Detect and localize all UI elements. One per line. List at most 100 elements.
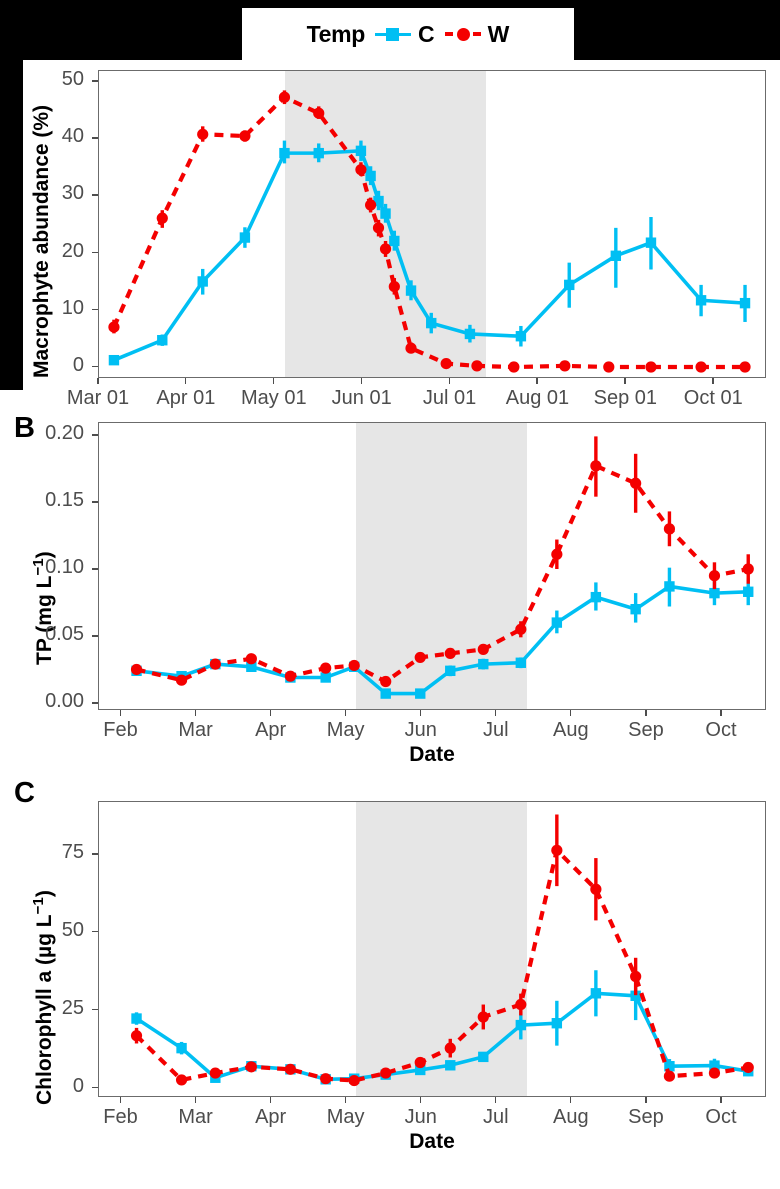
data-point-circle[interactable]: [742, 563, 754, 575]
data-point-square[interactable]: [389, 235, 400, 247]
data-point-square[interactable]: [645, 237, 657, 248]
data-point-square[interactable]: [445, 1060, 456, 1071]
data-point-circle[interactable]: [508, 361, 520, 373]
data-point-circle[interactable]: [313, 107, 325, 119]
data-point-circle[interactable]: [320, 1073, 332, 1085]
data-point-circle[interactable]: [209, 1067, 221, 1079]
data-point-circle[interactable]: [515, 623, 527, 635]
data-point-square[interactable]: [664, 1061, 675, 1072]
data-point-circle[interactable]: [742, 1061, 754, 1074]
data-point-circle[interactable]: [156, 212, 168, 224]
data-point-circle[interactable]: [380, 675, 392, 688]
data-point-square[interactable]: [415, 1064, 426, 1076]
data-point-circle[interactable]: [284, 1063, 296, 1075]
data-point-circle[interactable]: [444, 1042, 456, 1054]
legend-key-warm[interactable]: W: [444, 21, 509, 48]
data-point-circle[interactable]: [108, 321, 120, 333]
data-point-circle[interactable]: [708, 570, 721, 582]
data-point-square[interactable]: [664, 581, 675, 592]
data-point-circle[interactable]: [209, 658, 221, 670]
data-point-square[interactable]: [564, 279, 575, 291]
data-point-square[interactable]: [515, 331, 527, 342]
data-point-circle[interactable]: [590, 460, 602, 472]
data-point-square[interactable]: [239, 232, 251, 243]
data-point-circle[interactable]: [348, 1074, 360, 1087]
data-point-circle[interactable]: [175, 1074, 188, 1086]
data-point-square[interactable]: [739, 297, 751, 309]
data-point-circle[interactable]: [559, 360, 571, 372]
data-point-square[interactable]: [380, 208, 391, 219]
data-point-circle[interactable]: [320, 662, 332, 674]
data-point-square[interactable]: [590, 988, 602, 999]
data-point-square[interactable]: [445, 665, 456, 677]
data-point-square[interactable]: [373, 195, 384, 207]
data-point-circle[interactable]: [515, 998, 527, 1011]
data-point-square[interactable]: [590, 591, 602, 603]
data-point-square[interactable]: [157, 335, 168, 346]
data-point-square[interactable]: [426, 317, 437, 329]
data-point-circle[interactable]: [348, 659, 360, 672]
data-point-circle[interactable]: [245, 1061, 257, 1073]
data-point-circle[interactable]: [630, 970, 642, 983]
data-point-circle[interactable]: [197, 128, 209, 140]
data-point-circle[interactable]: [355, 164, 367, 176]
data-point-square[interactable]: [630, 990, 641, 1002]
data-point-circle[interactable]: [414, 651, 426, 664]
data-point-circle[interactable]: [603, 361, 615, 373]
data-point-square[interactable]: [709, 1060, 720, 1071]
data-point-circle[interactable]: [708, 1067, 721, 1079]
data-point-square[interactable]: [478, 658, 489, 670]
data-point-square[interactable]: [176, 1042, 187, 1054]
data-point-circle[interactable]: [130, 663, 143, 676]
data-point-square[interactable]: [551, 617, 563, 628]
data-point-square[interactable]: [108, 354, 120, 366]
data-point-square[interactable]: [365, 170, 376, 182]
data-point-circle[interactable]: [414, 1056, 426, 1069]
data-point-circle[interactable]: [477, 1011, 489, 1023]
data-point-circle[interactable]: [440, 358, 452, 370]
data-point-square[interactable]: [478, 1051, 489, 1063]
data-point-circle[interactable]: [284, 670, 296, 682]
data-point-circle[interactable]: [130, 1030, 143, 1042]
data-point-circle[interactable]: [379, 243, 392, 255]
data-point-circle[interactable]: [551, 844, 563, 856]
data-point-square[interactable]: [405, 285, 417, 296]
data-point-square[interactable]: [630, 603, 641, 615]
data-point-circle[interactable]: [663, 1070, 676, 1082]
data-point-square[interactable]: [320, 672, 331, 683]
data-point-square[interactable]: [197, 276, 208, 287]
data-point-square[interactable]: [279, 147, 290, 159]
data-point-square[interactable]: [515, 1019, 527, 1031]
data-point-square[interactable]: [131, 1013, 142, 1024]
data-point-square[interactable]: [515, 657, 527, 668]
data-point-square[interactable]: [695, 295, 707, 306]
data-point-circle[interactable]: [630, 477, 642, 489]
data-point-circle[interactable]: [278, 91, 291, 103]
data-point-square[interactable]: [415, 688, 426, 699]
data-point-square[interactable]: [355, 145, 367, 157]
data-point-circle[interactable]: [739, 361, 751, 373]
data-point-square[interactable]: [313, 147, 324, 159]
data-point-square[interactable]: [246, 661, 257, 672]
data-point-circle[interactable]: [380, 1067, 392, 1079]
legend-key-cold[interactable]: C: [375, 21, 435, 48]
data-point-circle[interactable]: [388, 281, 400, 293]
data-point-circle[interactable]: [245, 653, 257, 665]
data-point-circle[interactable]: [645, 361, 657, 373]
data-point-circle[interactable]: [477, 643, 489, 655]
data-point-square[interactable]: [380, 688, 391, 699]
data-point-circle[interactable]: [239, 130, 251, 142]
data-point-circle[interactable]: [551, 548, 563, 560]
data-point-square[interactable]: [551, 1018, 563, 1029]
data-point-circle[interactable]: [663, 523, 676, 535]
data-point-circle[interactable]: [695, 361, 707, 373]
data-point-square[interactable]: [743, 586, 754, 597]
data-point-circle[interactable]: [364, 199, 377, 211]
data-point-square[interactable]: [464, 328, 476, 340]
data-point-circle[interactable]: [405, 342, 417, 354]
data-point-circle[interactable]: [444, 647, 456, 659]
data-point-square[interactable]: [610, 250, 622, 261]
data-point-circle[interactable]: [372, 222, 385, 234]
data-point-circle[interactable]: [471, 360, 483, 372]
data-point-square[interactable]: [709, 587, 720, 599]
